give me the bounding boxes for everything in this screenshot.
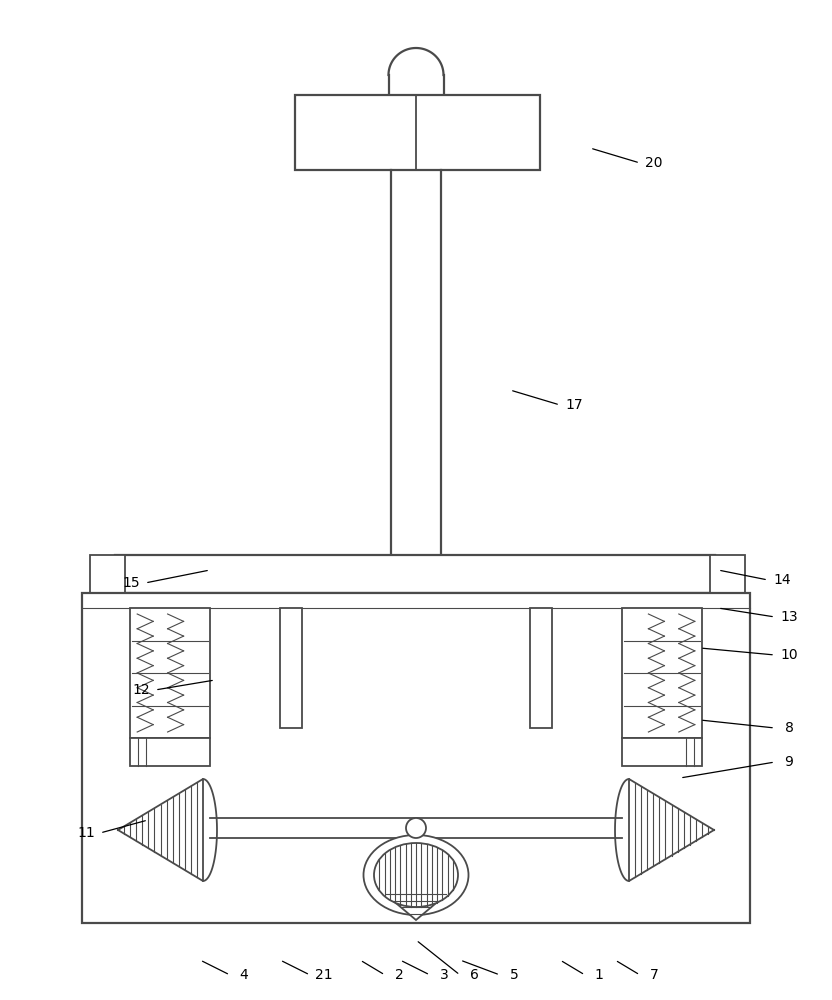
Text: 15: 15	[122, 576, 140, 590]
Bar	[280, 608, 302, 728]
Bar	[530, 608, 552, 728]
Text: 6: 6	[469, 968, 478, 982]
Ellipse shape	[364, 835, 468, 915]
Ellipse shape	[374, 843, 458, 907]
Bar	[82, 593, 750, 923]
Bar	[82, 895, 750, 923]
Bar	[702, 593, 750, 923]
Text: 12: 12	[132, 683, 150, 697]
Bar	[622, 738, 702, 766]
Text: 2: 2	[394, 968, 404, 982]
Text: 7: 7	[650, 968, 658, 982]
Text: 1: 1	[595, 968, 603, 982]
Text: 20: 20	[646, 156, 663, 170]
Text: 8: 8	[785, 721, 794, 735]
Bar	[90, 555, 125, 593]
Text: 21: 21	[315, 968, 333, 982]
Bar	[115, 555, 715, 593]
Text: 13: 13	[780, 610, 798, 624]
Text: 4: 4	[240, 968, 249, 982]
Text: 3: 3	[439, 968, 448, 982]
Bar	[622, 608, 702, 738]
Text: 10: 10	[780, 648, 798, 662]
Text: 5: 5	[510, 968, 518, 982]
Text: 11: 11	[77, 826, 95, 840]
Bar	[130, 608, 210, 738]
Text: 9: 9	[785, 755, 794, 769]
Circle shape	[406, 818, 426, 838]
Polygon shape	[378, 888, 454, 920]
Text: 14: 14	[773, 573, 790, 587]
Bar	[130, 738, 210, 766]
Bar	[295, 95, 540, 170]
Bar	[82, 593, 130, 923]
Text: 17: 17	[565, 398, 582, 412]
Bar	[710, 555, 745, 593]
